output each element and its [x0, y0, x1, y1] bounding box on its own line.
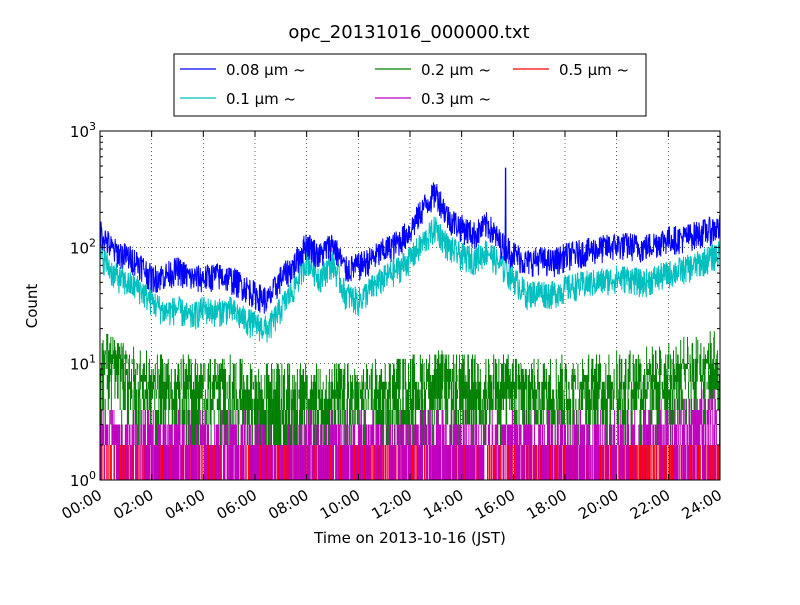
- series-1: [99, 216, 721, 343]
- y-axis-label: Count: [23, 284, 41, 329]
- x-tick-label: 20:00: [575, 486, 621, 523]
- x-tick-label: 04:00: [162, 486, 208, 523]
- x-tick-label: 24:00: [679, 486, 725, 523]
- y-tick-label: 100: [70, 469, 96, 490]
- x-tick-label: 18:00: [524, 486, 570, 523]
- series-line: [99, 216, 721, 343]
- legend-frame: [173, 53, 647, 117]
- x-tick-label: 02:00: [110, 486, 156, 523]
- legend-label: 0.3 μm ~: [421, 90, 491, 108]
- x-tick-label: 06:00: [214, 486, 260, 523]
- legend-label: 0.2 μm ~: [421, 61, 491, 79]
- x-tick-label: 08:00: [265, 486, 311, 523]
- series-line: [99, 167, 721, 314]
- x-tick-label: 22:00: [627, 486, 673, 523]
- x-tick-label: 10:00: [317, 486, 363, 523]
- x-tick-label: 16:00: [472, 486, 518, 523]
- legend: 0.08 μm ~ 0.1 μm ~ 0.2 μm ~ 0.3 μm ~ 0.5 μm …: [173, 53, 647, 117]
- legend-label: 0.1 μm ~: [226, 90, 296, 108]
- x-tick-label: 14:00: [420, 486, 466, 523]
- x-tick-label: 12:00: [369, 486, 415, 523]
- y-tick-label: 103: [70, 120, 96, 141]
- legend-label: 0.5 μm ~: [559, 61, 629, 79]
- x-axis-label: Time on 2013-10-16 (JST): [313, 529, 506, 547]
- y-tick-label: 102: [70, 236, 96, 257]
- legend-label: 0.08 μm ~: [226, 61, 306, 79]
- y-tick-label: 101: [70, 353, 96, 374]
- x-tick-label: 00:00: [59, 486, 105, 523]
- series-0: [99, 167, 721, 314]
- series-layer: [99, 167, 721, 480]
- chart-title: opc_20131016_000000.txt: [288, 22, 529, 43]
